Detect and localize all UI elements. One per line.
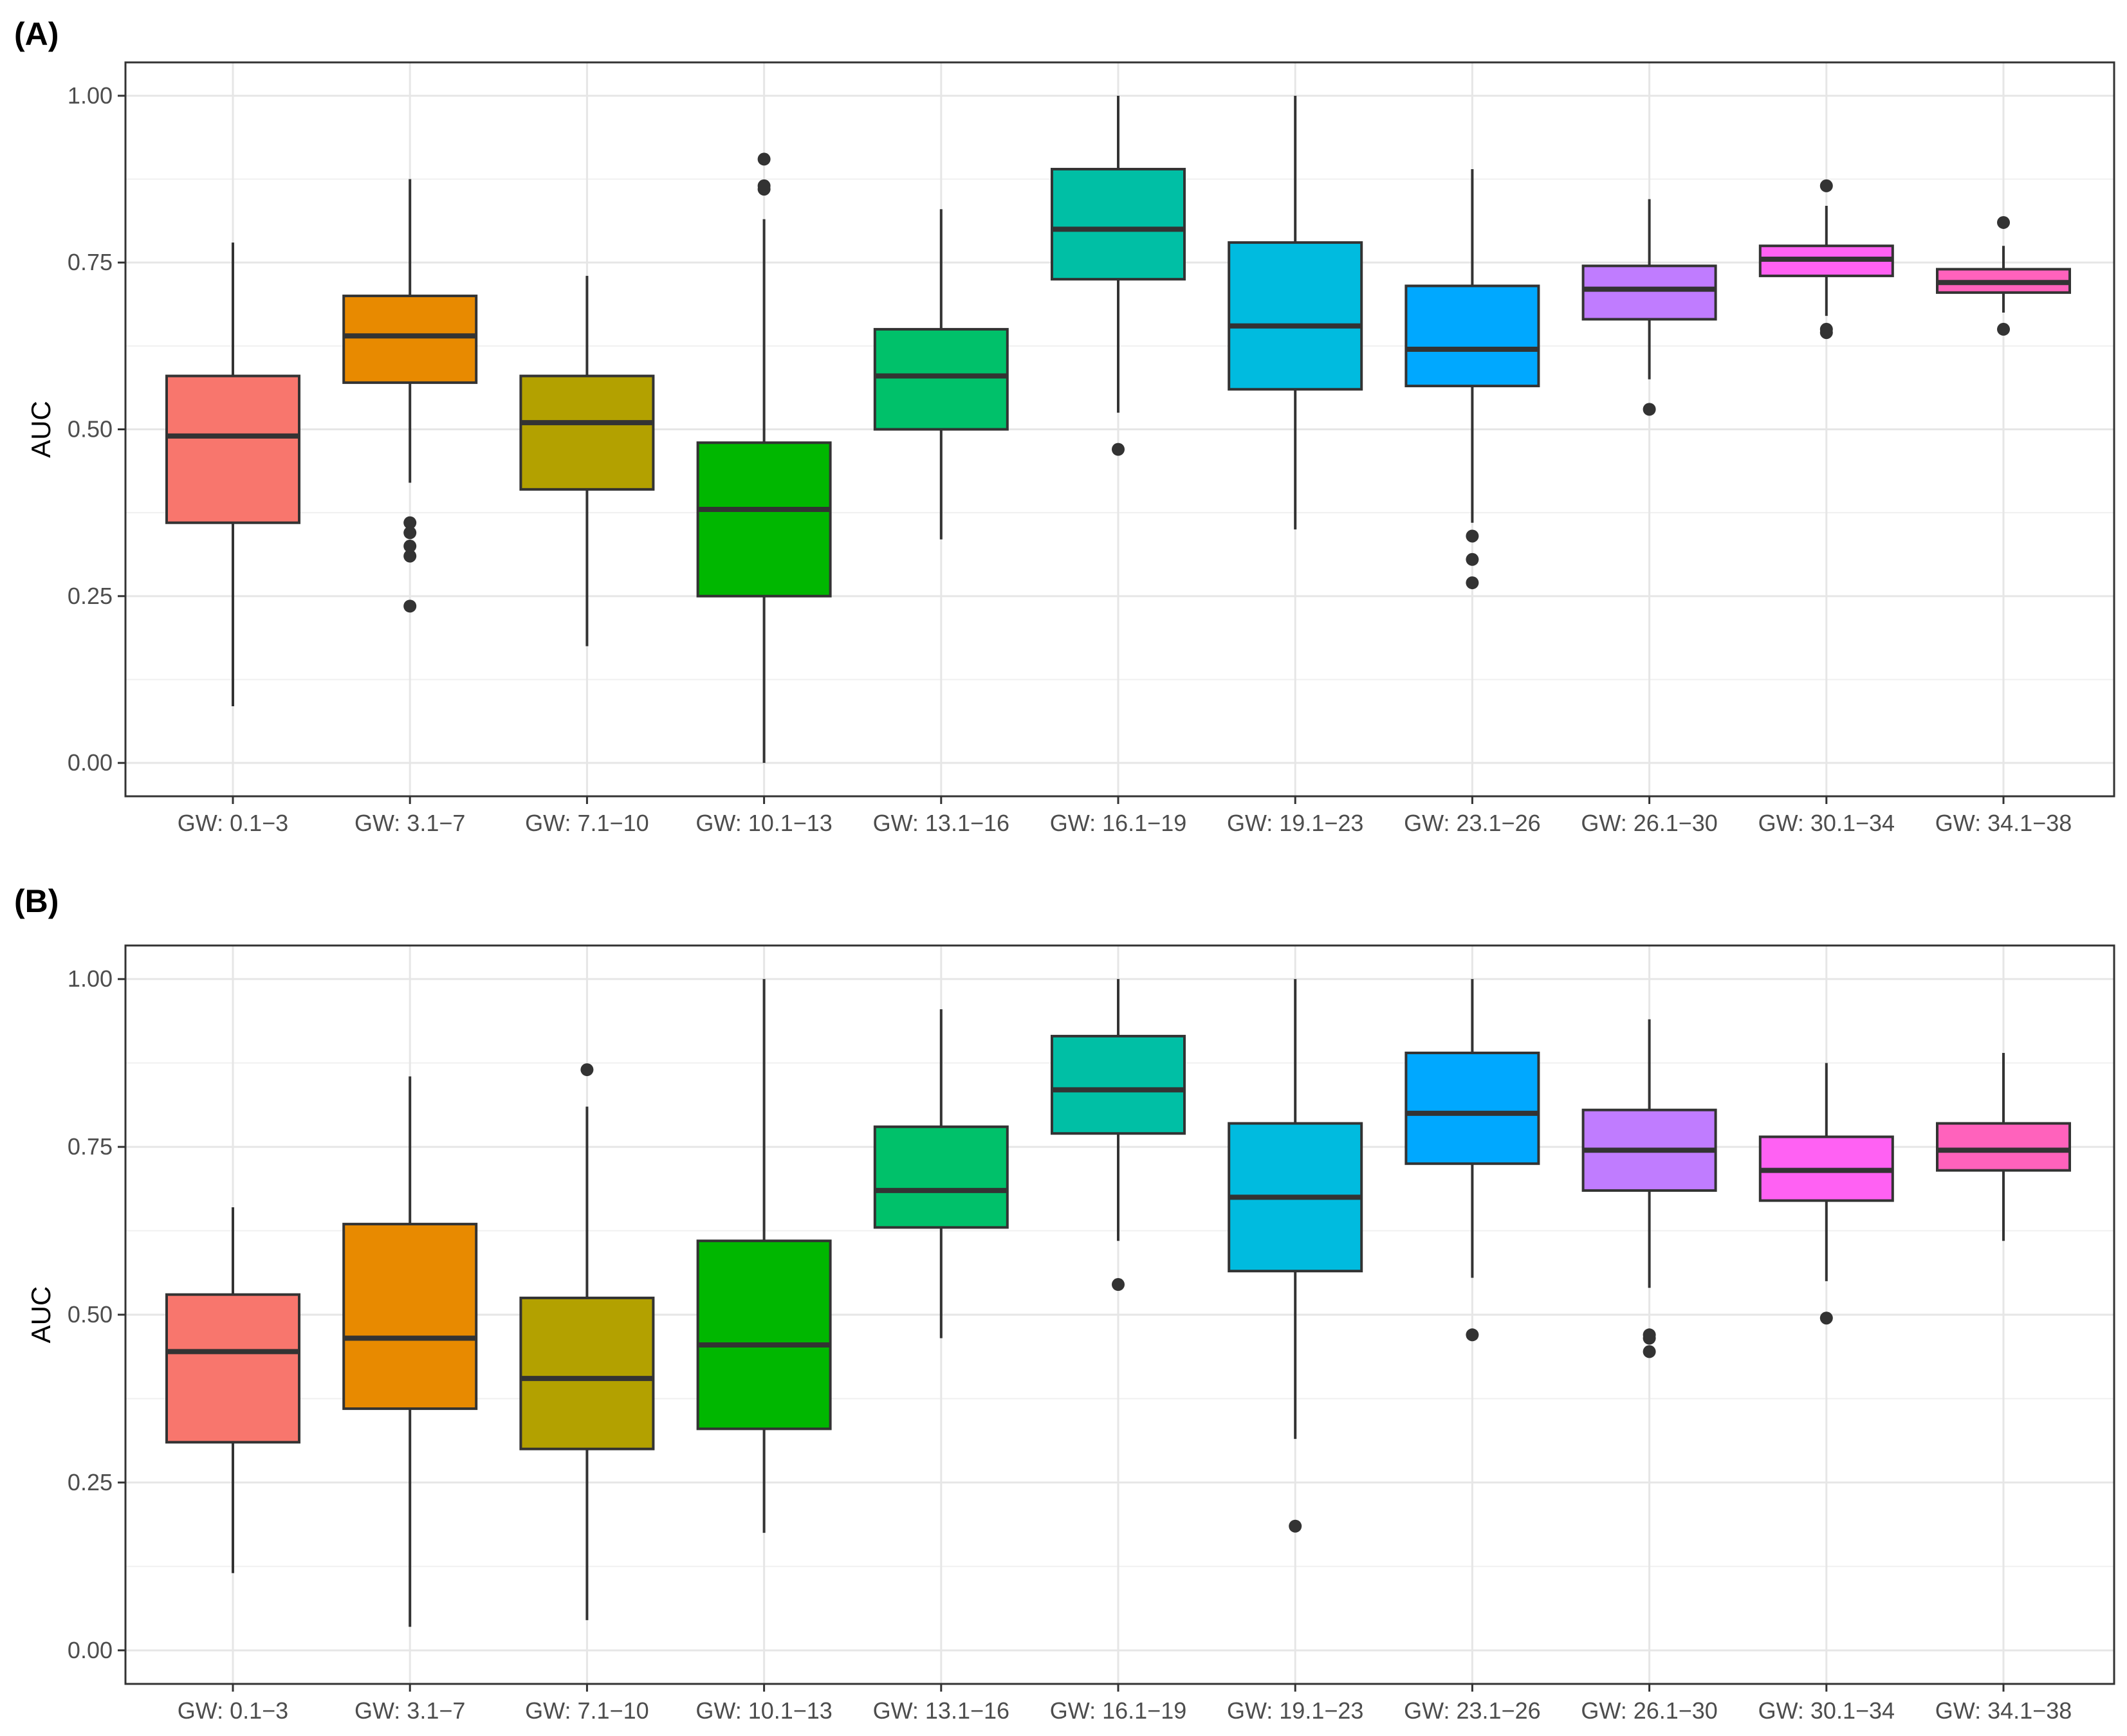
box bbox=[1051, 1034, 1186, 1135]
box bbox=[165, 374, 300, 524]
box bbox=[696, 1239, 832, 1430]
box bbox=[519, 1296, 655, 1450]
box bbox=[342, 1223, 478, 1411]
x-tick-label: GW: 3.1−7 bbox=[354, 810, 465, 836]
outlier-point bbox=[1997, 215, 2010, 229]
x-tick-label: GW: 13.1−16 bbox=[873, 810, 1009, 836]
x-tick-label: GW: 10.1−13 bbox=[695, 1697, 832, 1724]
x-tick-label: GW: 16.1−19 bbox=[1050, 810, 1186, 836]
box bbox=[1051, 167, 1186, 281]
y-tick-label: 0.50 bbox=[68, 1301, 113, 1328]
outlier-point bbox=[1289, 1519, 1302, 1533]
outlier-point bbox=[1819, 322, 1833, 336]
y-tick-label: 0.25 bbox=[68, 1469, 113, 1495]
x-tick-label: GW: 16.1−19 bbox=[1050, 1697, 1186, 1724]
box bbox=[1936, 1122, 2071, 1172]
y-axis-title: AUC bbox=[26, 401, 56, 458]
y-tick-label: 0.00 bbox=[68, 749, 113, 776]
outlier-point bbox=[1466, 553, 1479, 566]
x-tick-label: GW: 7.1−10 bbox=[525, 810, 649, 836]
outlier-point bbox=[1997, 322, 2010, 336]
box bbox=[1404, 284, 1540, 388]
box bbox=[1404, 1051, 1540, 1165]
x-tick-label: GW: 26.1−30 bbox=[1581, 810, 1717, 836]
outlier-point bbox=[1819, 179, 1833, 192]
x-tick-label: GW: 13.1−16 bbox=[873, 1697, 1009, 1724]
y-tick-label: 0.50 bbox=[68, 416, 113, 443]
outlier-point bbox=[1643, 1345, 1656, 1358]
outlier-point bbox=[403, 540, 417, 553]
box bbox=[873, 1125, 1009, 1229]
outlier-point bbox=[1466, 576, 1479, 590]
x-tick-label: GW: 7.1−10 bbox=[525, 1697, 649, 1724]
y-tick-label: 0.25 bbox=[68, 583, 113, 609]
y-tick-label: 0.75 bbox=[68, 249, 113, 275]
x-tick-label: GW: 26.1−30 bbox=[1581, 1697, 1717, 1724]
x-tick-label: GW: 30.1−34 bbox=[1758, 810, 1895, 836]
panel-a: (A) 0.00 0.25 0.50 0.75 1.00 GW: 0.1−3 GW: 3.1−… bbox=[14, 16, 2115, 836]
outlier-point bbox=[1466, 1328, 1479, 1342]
outlier-point bbox=[1643, 403, 1656, 416]
y-axis-title: AUC bbox=[26, 1286, 56, 1344]
panel-label: (B) bbox=[14, 883, 59, 919]
panel-label: (A) bbox=[14, 16, 59, 52]
y-tick-label: 0.75 bbox=[68, 1133, 113, 1160]
box bbox=[1581, 264, 1717, 321]
x-tick-label: GW: 34.1−38 bbox=[1935, 810, 2072, 836]
outlier-point bbox=[1466, 529, 1479, 543]
outlier-point bbox=[757, 179, 771, 192]
box bbox=[165, 1293, 300, 1444]
box bbox=[342, 295, 478, 384]
outlier-point bbox=[403, 549, 417, 563]
y-tick-label: 1.00 bbox=[68, 82, 113, 109]
x-tick-label: GW: 10.1−13 bbox=[695, 810, 832, 836]
outlier-point bbox=[580, 1063, 594, 1077]
y-tick-label: 0.00 bbox=[68, 1637, 113, 1663]
panel-b: (B) 0.00 0.25 0.50 0.75 1.00 GW: 0.1−3 GW: 3.1−… bbox=[14, 883, 2115, 1724]
x-tick-label: GW: 23.1−26 bbox=[1404, 1697, 1540, 1724]
x-tick-label: GW: 0.1−3 bbox=[178, 1697, 288, 1724]
outlier-point bbox=[757, 152, 771, 166]
box bbox=[873, 327, 1009, 431]
outlier-point bbox=[1112, 1278, 1125, 1292]
outlier-point bbox=[1819, 1311, 1833, 1325]
outlier-point bbox=[1643, 1328, 1656, 1342]
x-tick-label: GW: 34.1−38 bbox=[1935, 1697, 2072, 1724]
x-tick-label: GW: 0.1−3 bbox=[178, 810, 288, 836]
box bbox=[1228, 241, 1363, 391]
x-tick-label: GW: 19.1−23 bbox=[1227, 810, 1363, 836]
x-tick-label: GW: 30.1−34 bbox=[1758, 1697, 1895, 1724]
box bbox=[696, 441, 832, 598]
outlier-point bbox=[403, 599, 417, 613]
box bbox=[519, 374, 655, 491]
outlier-point bbox=[403, 516, 417, 529]
outlier-point bbox=[1112, 443, 1125, 456]
outlier-point bbox=[403, 526, 417, 540]
x-tick-label: GW: 23.1−26 bbox=[1404, 810, 1540, 836]
x-tick-label: GW: 19.1−23 bbox=[1227, 1697, 1363, 1724]
y-tick-label: 1.00 bbox=[68, 965, 113, 992]
x-tick-label: GW: 3.1−7 bbox=[354, 1697, 465, 1724]
